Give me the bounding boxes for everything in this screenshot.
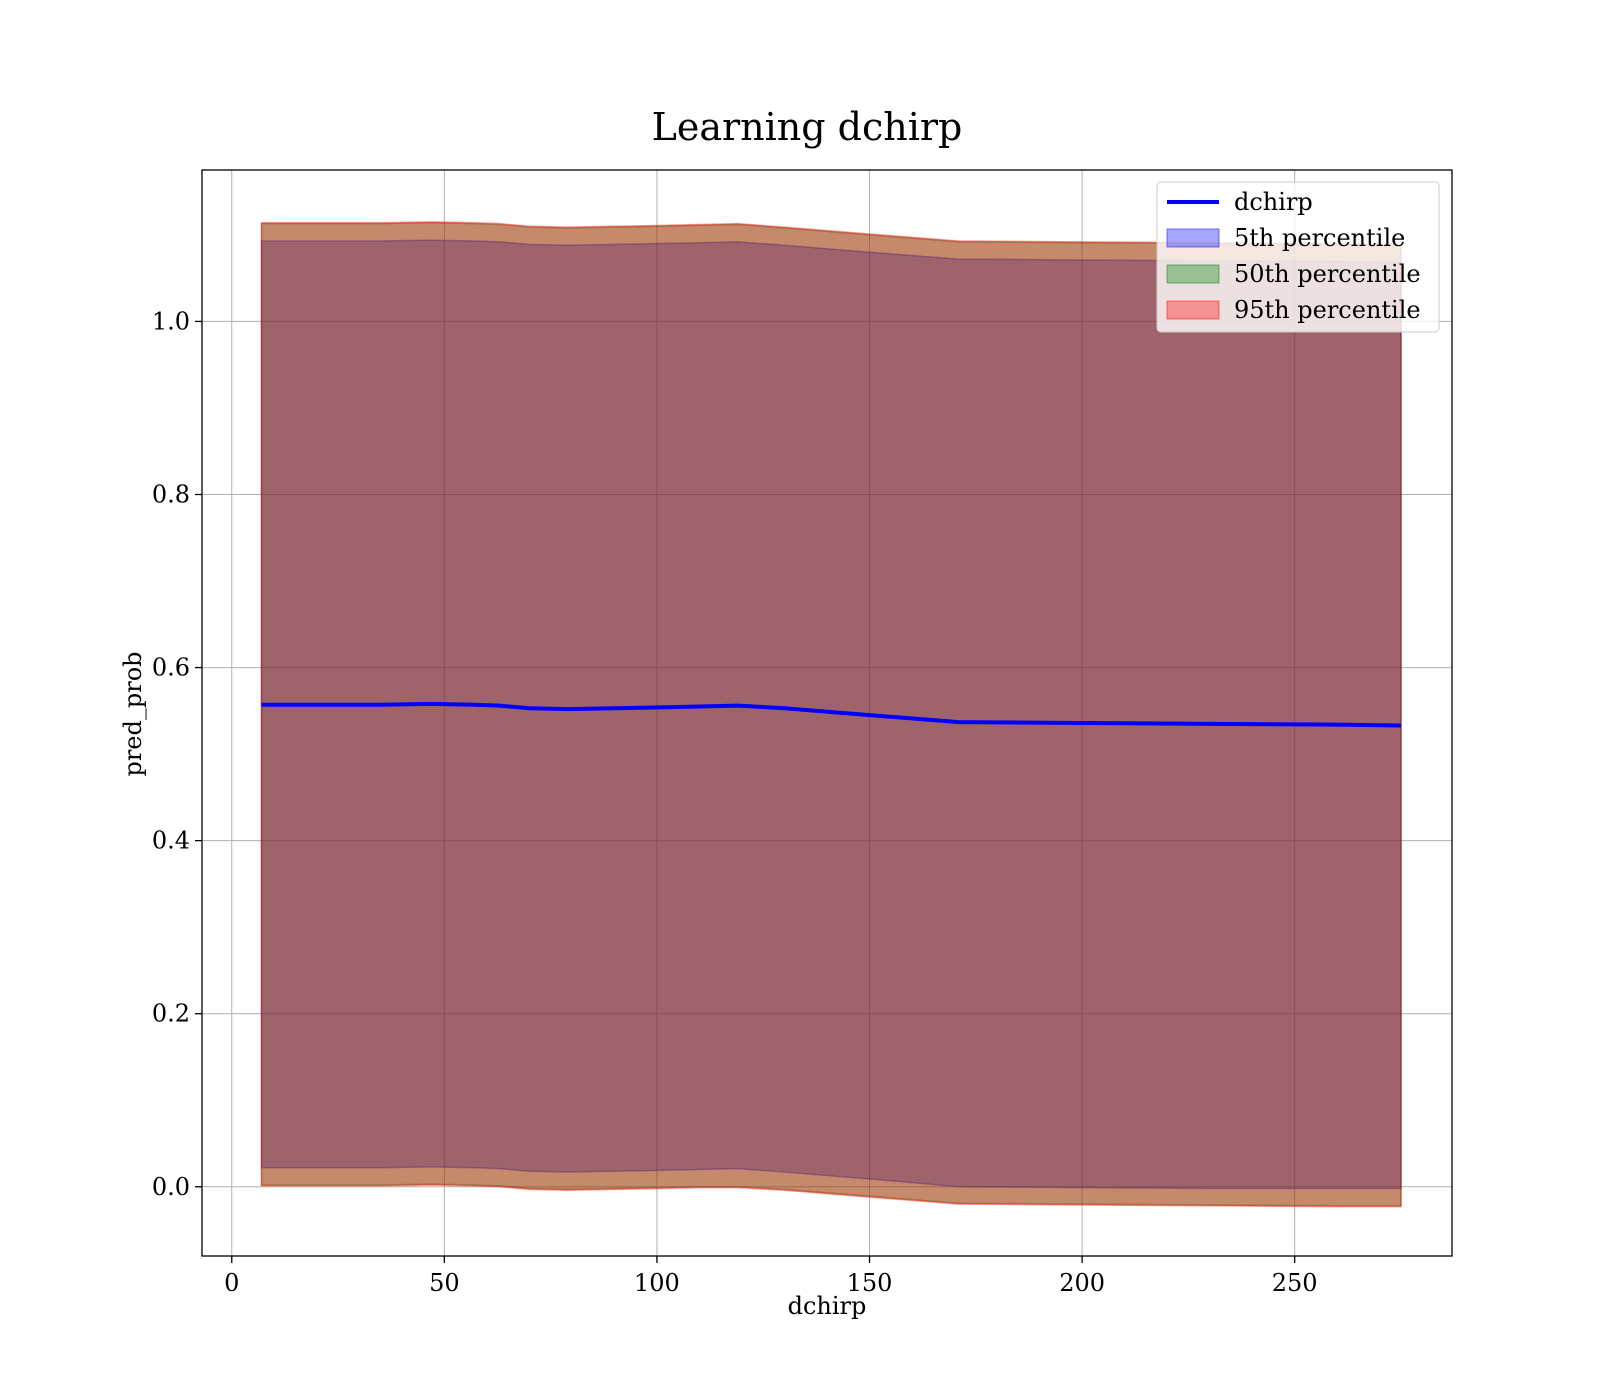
y-tick-label: 1.0 [152,307,190,335]
legend-box [1156,181,1440,333]
x-tick-label: 200 [1059,1269,1105,1297]
y-tick-label: 0.6 [152,654,190,682]
x-axis-label: dchirp [788,1292,867,1320]
x-tick-label: 100 [634,1269,680,1297]
band-50th-percentile [260,222,1402,1207]
x-tick-label: 0 [224,1269,239,1297]
y-tick-label: 0.8 [152,481,190,509]
legend-swatch-band [1166,300,1220,320]
band-95th-percentile [260,221,1402,1208]
x-tick-label: 150 [847,1269,893,1297]
plot-frame [201,169,1453,1257]
band-5th-percentile [260,239,1402,1190]
legend-swatch-band [1166,264,1220,284]
y-axis-label: pred_prob [119,651,147,776]
x-tick-label: 50 [429,1269,460,1297]
y-tick-label: 0.2 [152,1000,190,1028]
legend: dchirp 5th percentile 50th percentile 95th … [1156,181,1440,333]
y-tick-label: 0.4 [152,827,190,855]
y-tick-label: 0.0 [152,1173,190,1201]
legend-label: 95th percentile [1234,296,1421,324]
chart-title: Learning dchirp [652,105,963,149]
legend-label: dchirp [1234,188,1313,216]
x-tick-label: 250 [1272,1269,1318,1297]
plot-area: 0 50 100 150 200 250 0.0 0.2 0.4 0.6 0.8 1.0 [152,169,1453,1297]
legend-label: 50th percentile [1234,260,1421,288]
series-line-dchirp [261,701,1402,728]
legend-swatch-band [1166,228,1220,248]
legend-label: 5th percentile [1234,224,1405,252]
